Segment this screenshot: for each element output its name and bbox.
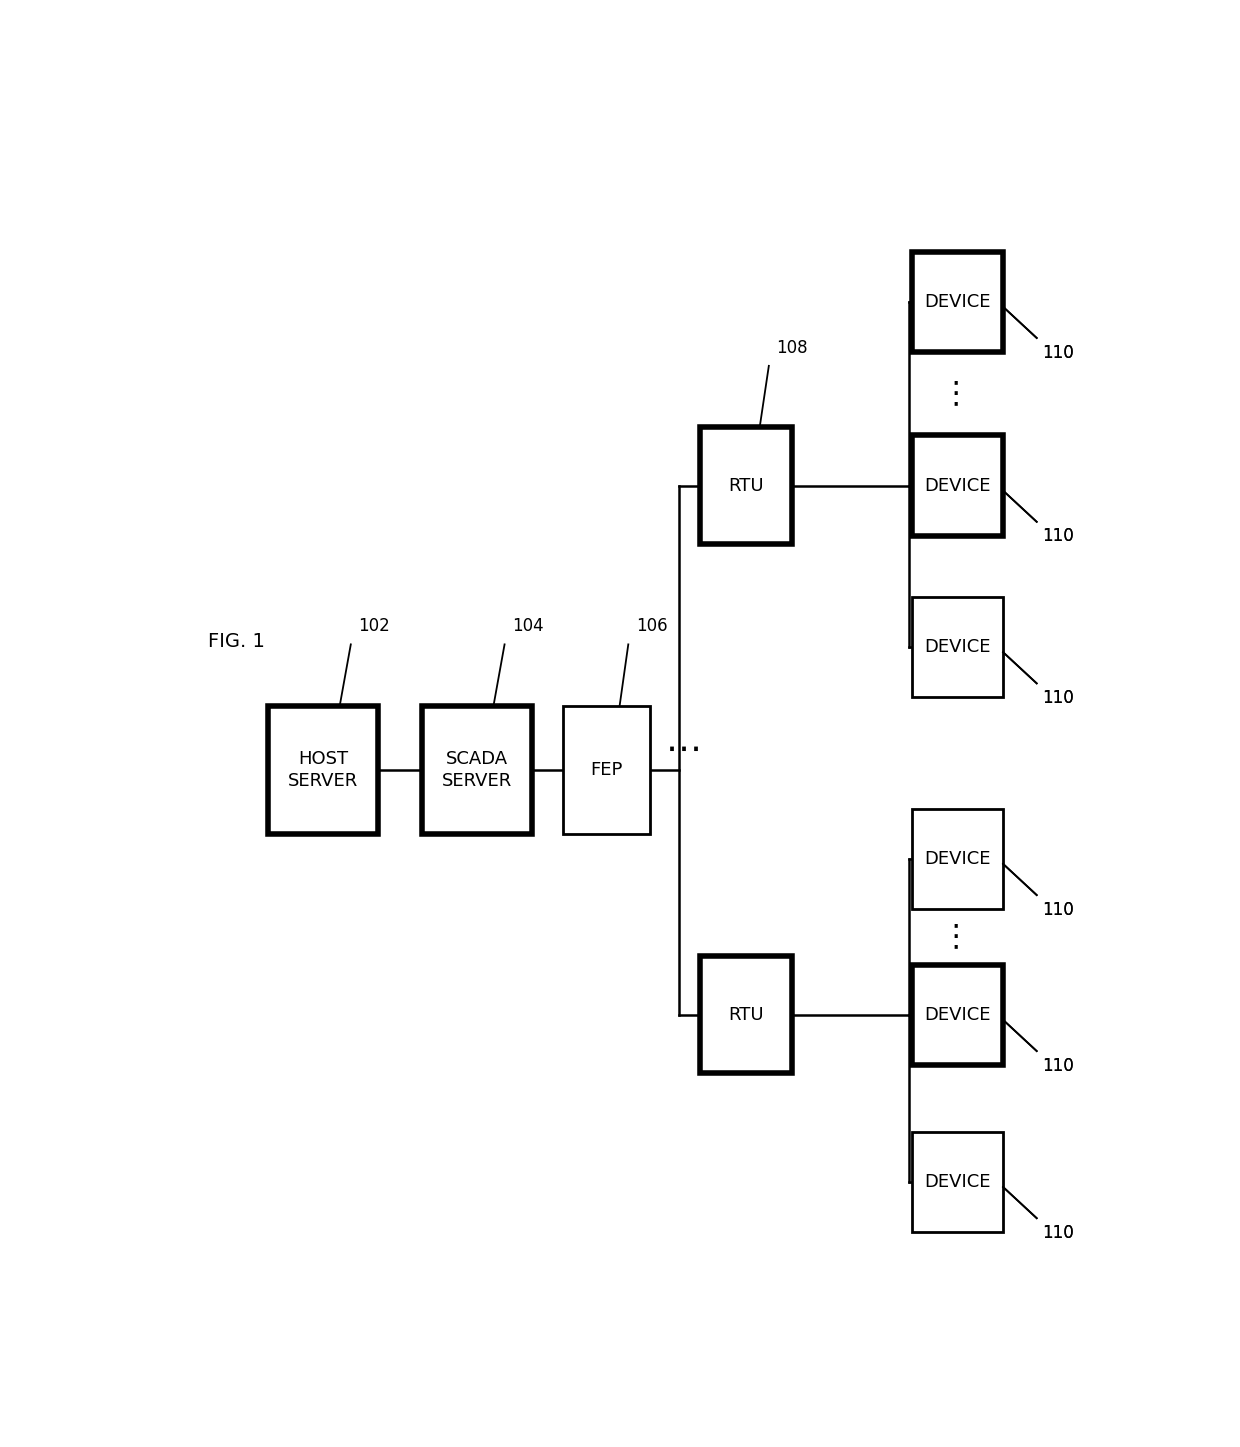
Text: 110: 110 <box>1043 900 1074 919</box>
Bar <box>701 427 791 544</box>
Bar <box>911 598 1003 697</box>
Text: ⋯: ⋯ <box>666 734 702 767</box>
Text: DEVICE: DEVICE <box>924 638 991 655</box>
Text: DEVICE: DEVICE <box>924 1006 991 1024</box>
Bar <box>268 706 378 833</box>
Text: 110: 110 <box>1043 900 1074 919</box>
Text: 110: 110 <box>1043 1056 1074 1075</box>
Bar <box>911 1132 1003 1233</box>
Text: 110: 110 <box>1043 1224 1074 1242</box>
Text: 102: 102 <box>358 618 391 635</box>
Bar <box>422 706 532 833</box>
Text: 110: 110 <box>1043 527 1074 546</box>
Text: DEVICE: DEVICE <box>924 476 991 495</box>
Text: DEVICE: DEVICE <box>924 1174 991 1191</box>
Bar <box>911 809 1003 909</box>
Text: FIG. 1: FIG. 1 <box>208 632 264 651</box>
Text: ⋮: ⋮ <box>940 922 971 951</box>
Text: 110: 110 <box>1043 1056 1074 1075</box>
Text: 106: 106 <box>636 618 667 635</box>
Bar <box>911 965 1003 1065</box>
Text: HOST
SERVER: HOST SERVER <box>288 750 358 790</box>
Text: RTU: RTU <box>728 476 764 495</box>
Bar <box>563 706 650 833</box>
Text: DEVICE: DEVICE <box>924 292 991 311</box>
Text: 108: 108 <box>776 339 808 357</box>
Text: 110: 110 <box>1043 1224 1074 1242</box>
Bar <box>911 436 1003 535</box>
Text: 104: 104 <box>512 618 544 635</box>
Text: DEVICE: DEVICE <box>924 849 991 868</box>
Text: ⋮: ⋮ <box>940 379 971 408</box>
Text: SCADA
SERVER: SCADA SERVER <box>441 750 512 790</box>
Text: 110: 110 <box>1043 343 1074 362</box>
Text: FEP: FEP <box>590 761 622 778</box>
Bar <box>701 956 791 1074</box>
Text: 110: 110 <box>1043 527 1074 546</box>
Text: 110: 110 <box>1043 343 1074 362</box>
Bar <box>911 252 1003 352</box>
Text: RTU: RTU <box>728 1006 764 1024</box>
Text: 110: 110 <box>1043 689 1074 708</box>
Text: 110: 110 <box>1043 689 1074 708</box>
